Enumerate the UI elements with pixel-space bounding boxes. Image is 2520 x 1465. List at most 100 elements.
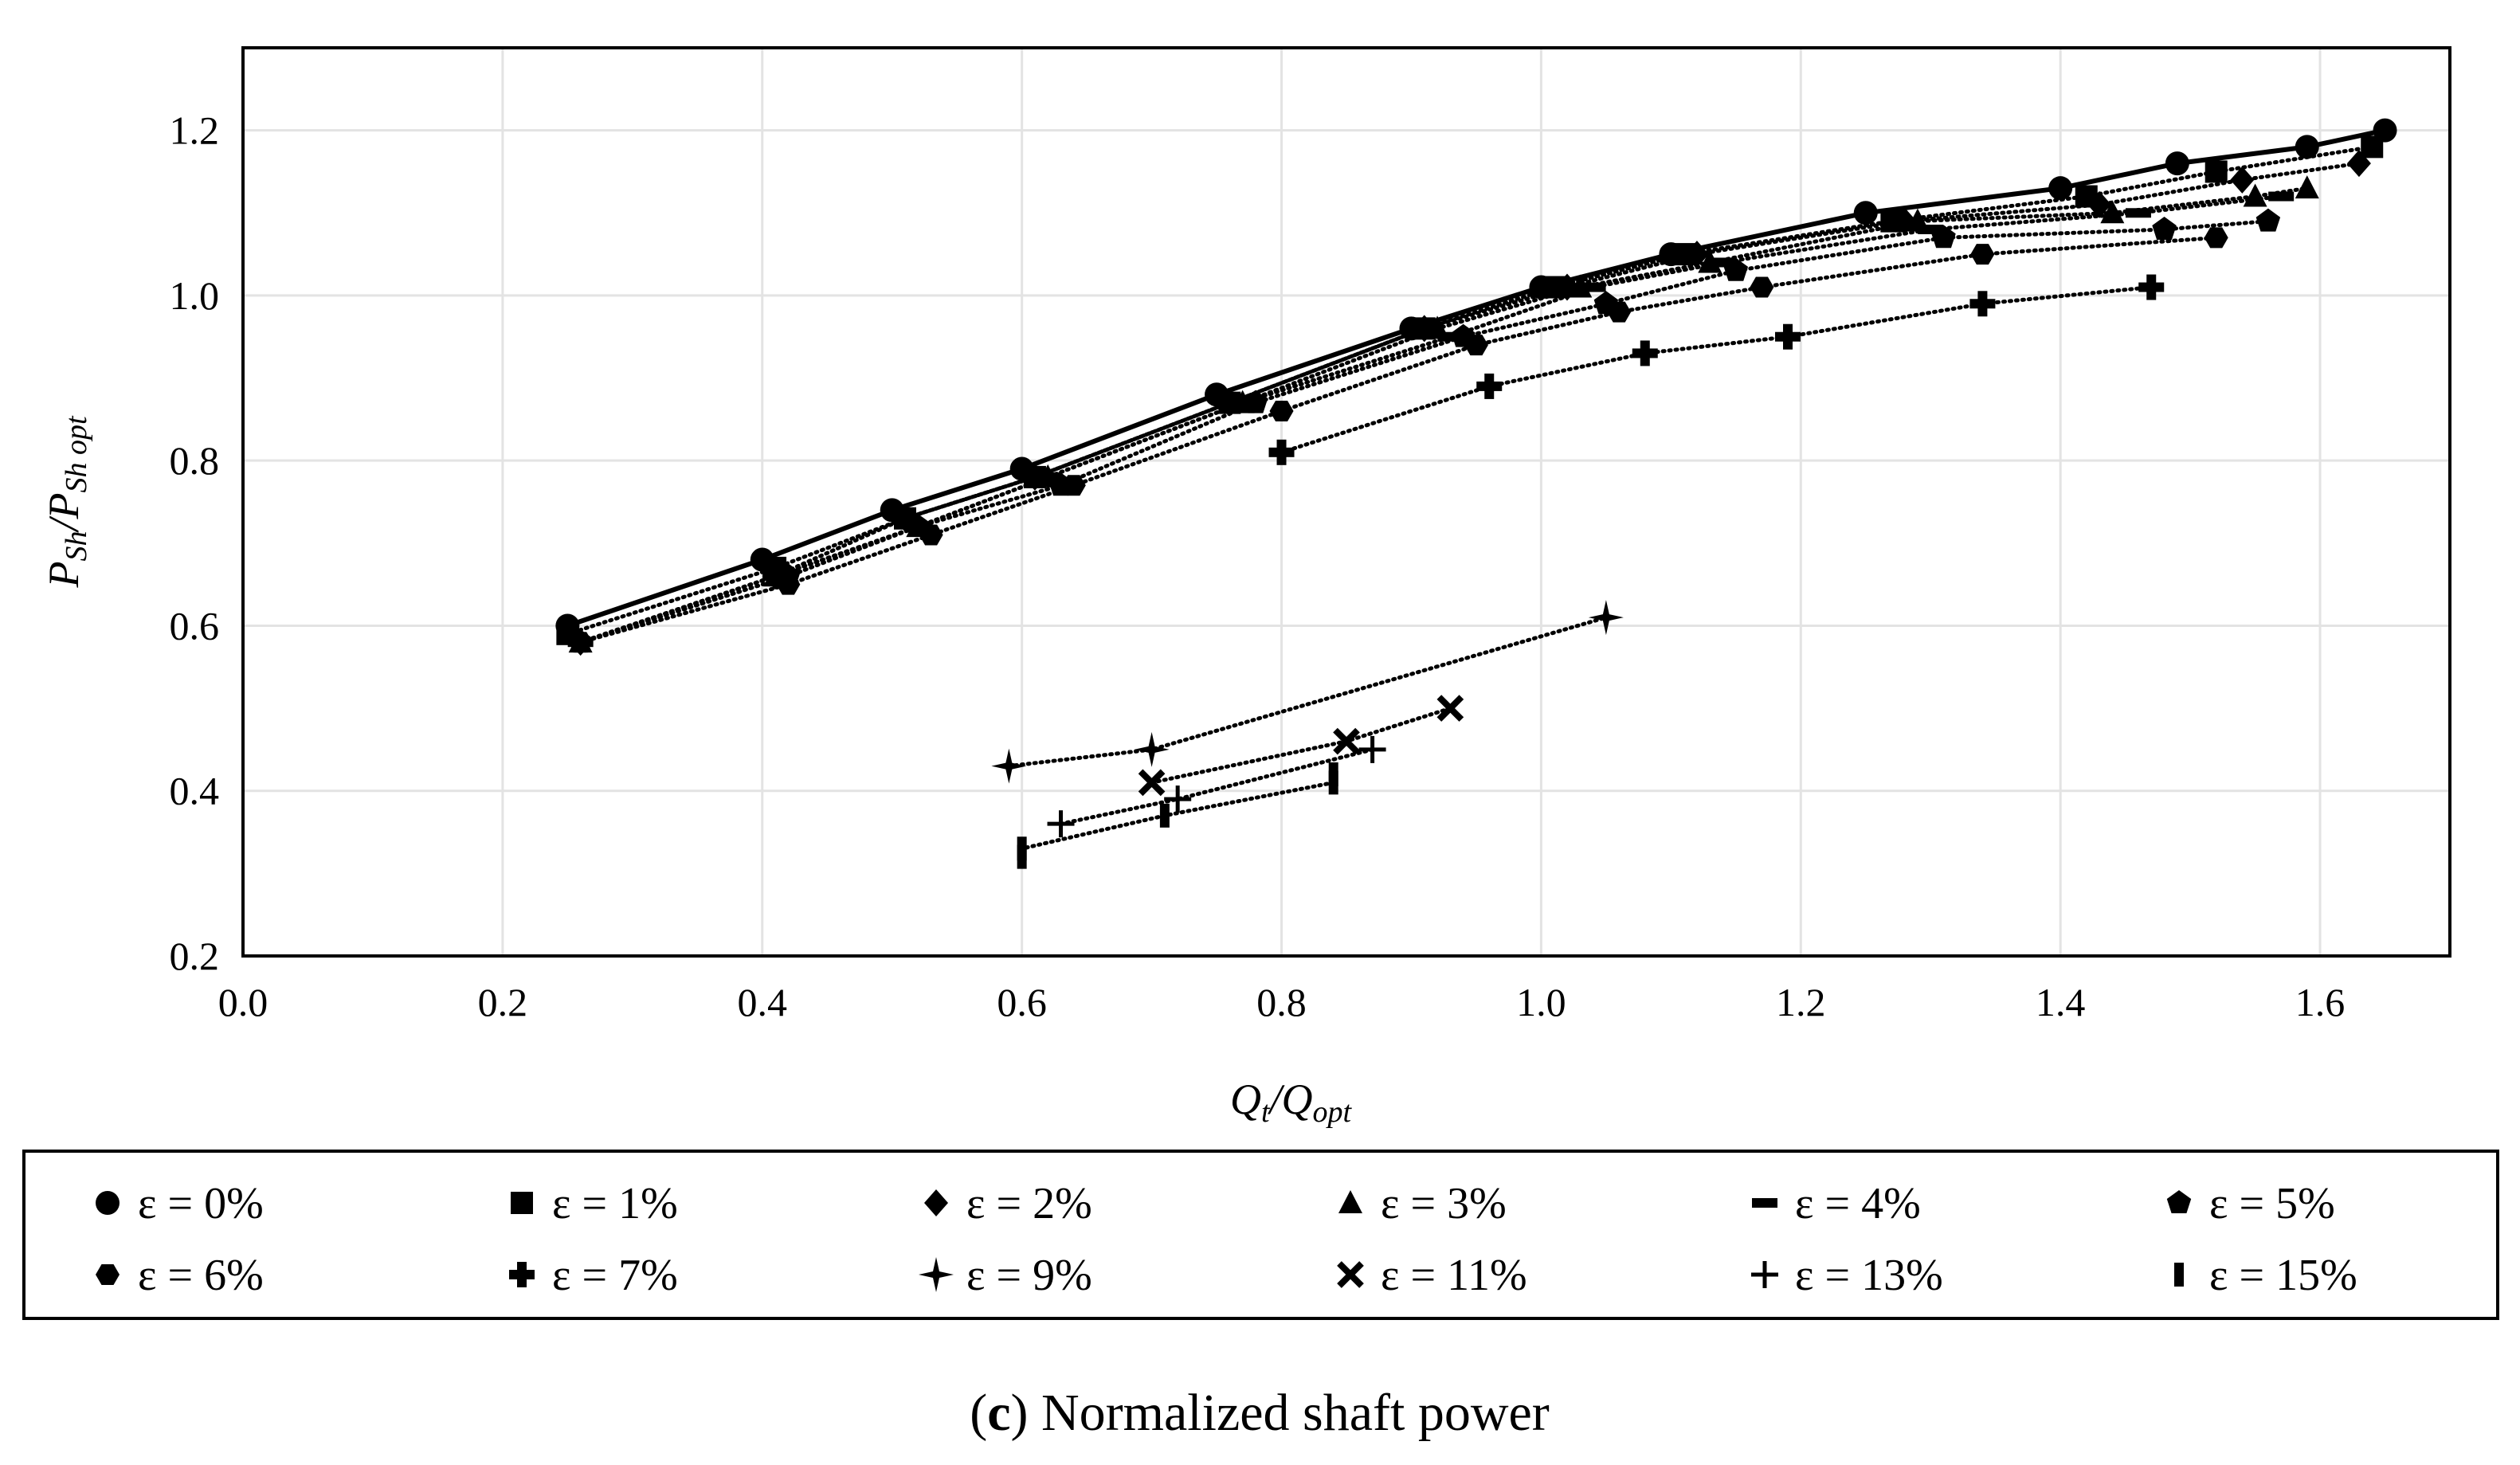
series-line-eps-13pct bbox=[1059, 747, 1375, 826]
data-point-plus-bold bbox=[1476, 373, 1503, 399]
data-point-plus-thin bbox=[1047, 810, 1075, 838]
data-point-pentagon bbox=[2166, 1190, 2192, 1213]
data-point-diamond bbox=[1684, 241, 1709, 268]
caption-text: Normalized shaft power bbox=[1041, 1384, 1550, 1442]
legend-label: ε = 4% bbox=[1795, 1179, 1921, 1228]
y-ticks: 0.2 0.4 0.6 0.8 1.0 1.2 bbox=[170, 108, 220, 978]
legend-label: ε = 2% bbox=[966, 1179, 1092, 1228]
data-point-hexagon bbox=[1269, 401, 1294, 421]
data-point-hexagon bbox=[1750, 276, 1774, 298]
y-tick-label: 0.8 bbox=[170, 438, 220, 483]
legend: ε = 0% ε = 1% ε = 2% ε = 3% ε = 4% ε = 5% ε = … bbox=[96, 1179, 2357, 1300]
series-markers bbox=[555, 118, 2397, 869]
x-tick-label: 0.0 bbox=[218, 980, 268, 1024]
x-ticks: 0.0 0.2 0.4 0.6 0.8 1.0 1.2 1.4 1.6 bbox=[218, 980, 2346, 1024]
legend-item: ε = 11% bbox=[1337, 1251, 1527, 1300]
data-point-circle bbox=[2048, 176, 2073, 201]
data-point-plus-bold bbox=[509, 1262, 535, 1287]
legend-label: ε = 13% bbox=[1795, 1251, 1943, 1300]
data-point-bar bbox=[1159, 803, 1170, 828]
data-point-bar bbox=[1328, 762, 1338, 786]
data-point-hexagon bbox=[1061, 475, 1086, 496]
legend-item: ε = 4% bbox=[1752, 1179, 1921, 1228]
figure-caption: (c) Normalized shaft power bbox=[970, 1384, 1550, 1442]
data-point-hexagon bbox=[568, 632, 593, 653]
legend-item: ε = 7% bbox=[509, 1251, 678, 1300]
caption-label: c bbox=[987, 1384, 1010, 1442]
legend-label: ε = 11% bbox=[1381, 1251, 1527, 1300]
series-line-eps-11pct bbox=[1150, 706, 1452, 785]
data-point-square bbox=[2205, 160, 2228, 183]
x-tick-label: 1.2 bbox=[1776, 980, 1826, 1024]
data-point-circle bbox=[2165, 151, 2189, 176]
series-line-eps-9pct bbox=[1006, 615, 1609, 769]
y-tick-label: 0.2 bbox=[170, 934, 220, 978]
data-point-bar bbox=[2174, 1263, 2184, 1287]
data-point-star4 bbox=[1134, 731, 1170, 767]
series-line-eps-7pct bbox=[1280, 285, 2154, 455]
data-point-dash bbox=[1752, 1198, 1777, 1208]
data-point-plus-bold bbox=[1268, 439, 1295, 465]
data-point-circle bbox=[96, 1191, 120, 1215]
data-point-triangle bbox=[2295, 175, 2319, 199]
legend-item: ε = 1% bbox=[511, 1179, 678, 1228]
data-point-dash bbox=[1580, 282, 1606, 292]
series-line-eps-2pct bbox=[578, 161, 2361, 644]
x-tick-label: 0.8 bbox=[1256, 980, 1307, 1024]
legend-label: ε = 6% bbox=[138, 1251, 264, 1300]
data-point-diamond bbox=[2087, 190, 2112, 218]
data-point-hexagon bbox=[2204, 227, 2228, 249]
series-line-eps-3pct bbox=[578, 186, 2310, 644]
data-point-hexagon bbox=[776, 574, 801, 595]
grid bbox=[243, 48, 2450, 958]
legend-item: ε = 3% bbox=[1338, 1179, 1507, 1228]
legend-label: ε = 7% bbox=[552, 1251, 678, 1300]
legend-box bbox=[22, 1150, 2499, 1320]
data-point-triangle bbox=[1338, 1190, 1362, 1213]
data-point-triangle bbox=[2100, 200, 2125, 224]
legend-label: ε = 3% bbox=[1381, 1179, 1507, 1228]
data-point-plus-thin bbox=[1751, 1261, 1778, 1288]
data-point-pentagon bbox=[2255, 208, 2281, 232]
y-tick-label: 0.6 bbox=[170, 603, 220, 648]
x-tick-label: 1.6 bbox=[2295, 980, 2346, 1024]
y-tick-label: 0.4 bbox=[170, 769, 220, 813]
series-line-eps-5pct bbox=[578, 219, 2271, 644]
x-tick-label: 0.4 bbox=[738, 980, 788, 1024]
legend-item: ε = 15% bbox=[2174, 1251, 2357, 1300]
data-point-pentagon bbox=[2152, 217, 2177, 240]
data-point-x bbox=[1337, 1261, 1364, 1288]
series-lines bbox=[565, 127, 2386, 860]
data-point-plus-bold bbox=[2138, 274, 2165, 300]
legend-item: ε = 13% bbox=[1751, 1251, 1943, 1300]
data-point-plus-bold bbox=[1775, 323, 1801, 350]
data-point-x bbox=[1138, 769, 1166, 797]
data-point-plus-thin bbox=[1164, 785, 1192, 813]
x-tick-label: 0.6 bbox=[997, 980, 1047, 1024]
data-point-pentagon bbox=[1243, 390, 1268, 413]
data-point-circle bbox=[2295, 135, 2319, 159]
series-line-eps-6pct bbox=[578, 235, 2219, 644]
data-point-hexagon bbox=[1464, 335, 1488, 356]
legend-item: ε = 6% bbox=[96, 1251, 264, 1300]
data-point-x bbox=[1333, 727, 1360, 755]
data-point-hexagon bbox=[1970, 244, 1995, 265]
data-point-hexagon bbox=[96, 1264, 120, 1285]
y-tick-label: 1.0 bbox=[170, 273, 220, 318]
legend-item: ε = 2% bbox=[924, 1179, 1092, 1228]
data-point-plus-bold bbox=[1969, 291, 1996, 317]
legend-label: ε = 15% bbox=[2209, 1251, 2357, 1300]
data-point-hexagon bbox=[919, 524, 943, 546]
data-point-pentagon bbox=[1723, 257, 1749, 281]
data-point-star4 bbox=[919, 1257, 954, 1292]
data-point-triangle bbox=[2243, 183, 2267, 207]
data-point-star4 bbox=[1588, 600, 1624, 636]
data-point-circle bbox=[1853, 201, 1878, 225]
legend-label: ε = 5% bbox=[2209, 1179, 2335, 1228]
x-tick-label: 1.4 bbox=[2036, 980, 2086, 1024]
plot-frame bbox=[241, 46, 2451, 958]
data-point-hexagon bbox=[1607, 301, 1632, 323]
legend-label: ε = 0% bbox=[138, 1179, 264, 1228]
data-point-dash bbox=[2125, 208, 2151, 218]
data-point-bar bbox=[1017, 836, 1027, 861]
